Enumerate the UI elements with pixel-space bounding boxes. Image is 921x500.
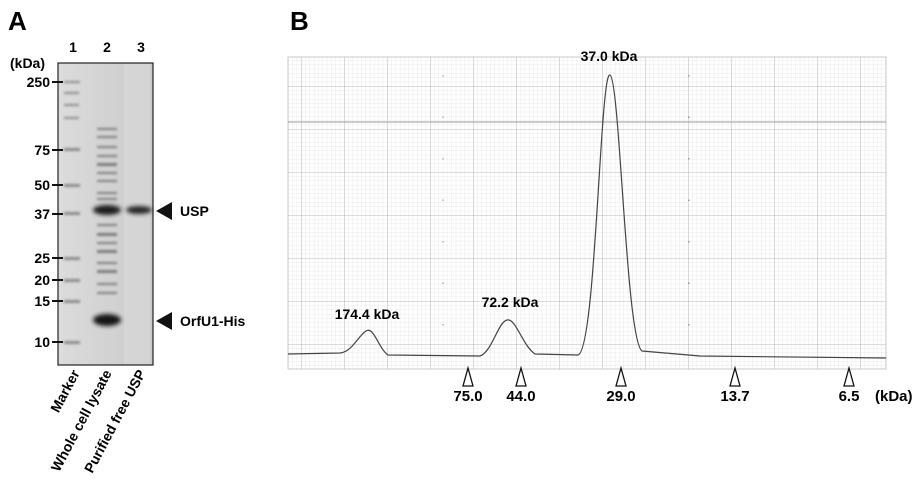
peak-label-174: 174.4 kDa [335, 306, 400, 322]
svg-text:6.5: 6.5 [839, 388, 860, 405]
svg-text:44.0: 44.0 [506, 388, 535, 405]
open-triangle-icon [729, 365, 741, 387]
peak-label-72: 72.2 kDa [482, 294, 539, 310]
gel-image [57, 62, 154, 366]
panel-a-letter: A [8, 6, 27, 36]
standard-13.7: 13.7 [720, 365, 750, 405]
tick-25: 25 [34, 250, 63, 266]
svg-text:37: 37 [34, 206, 50, 222]
lane-name-lysate: Whole cell lysate [48, 367, 115, 474]
svg-text:20: 20 [34, 272, 50, 288]
svg-text:10: 10 [34, 334, 50, 350]
standard-unit: (kDa) [875, 388, 913, 405]
usp-arrow: USP [156, 202, 209, 220]
tick-10: 10 [34, 334, 63, 350]
open-triangle-icon [615, 365, 627, 387]
tick-37: 37 [34, 206, 63, 222]
svg-text:50: 50 [34, 177, 50, 193]
svg-text:15: 15 [34, 293, 50, 309]
tick-50: 50 [34, 177, 63, 193]
standard-6.5: 6.5 [839, 365, 860, 405]
tick-20: 20 [34, 272, 63, 288]
svg-text:75: 75 [34, 142, 50, 158]
open-triangle-icon [462, 365, 474, 387]
left-triangle-icon [156, 202, 172, 220]
lane-name-marker: Marker [47, 366, 83, 415]
open-triangle-icon [843, 365, 855, 387]
lane-number-1: 1 [69, 39, 77, 55]
tick-75: 75 [34, 142, 63, 158]
standard-29: 29.0 [606, 365, 636, 405]
standard-markers: 75.0 44.0 29.0 13.7 6.5 (kDa) [453, 365, 913, 405]
svg-text:13.7: 13.7 [720, 388, 749, 405]
lane-number-3: 3 [137, 39, 145, 55]
open-triangle-icon [515, 365, 527, 387]
standard-75: 75.0 [453, 365, 483, 405]
marker-scale: 250 75 50 37 25 20 15 10 [27, 74, 63, 350]
svg-text:25: 25 [34, 250, 50, 266]
svg-text:250: 250 [27, 74, 51, 90]
usp-label: USP [180, 203, 209, 219]
tick-250: 250 [27, 74, 63, 90]
chromatogram-paper [287, 56, 887, 370]
svg-text:29.0: 29.0 [606, 388, 635, 405]
orfu1-arrow: OrfU1-His [156, 312, 246, 330]
lane-number-2: 2 [103, 39, 111, 55]
lane-numbers: 1 2 3 [69, 39, 145, 55]
standard-44: 44.0 [506, 365, 536, 405]
chromatogram-trace [287, 74, 887, 359]
left-triangle-icon [156, 312, 172, 330]
peak-label-37: 37.0 kDa [581, 48, 638, 64]
orfu1-label: OrfU1-His [180, 313, 246, 329]
svg-text:75.0: 75.0 [453, 388, 482, 405]
kda-unit-label: (kDa) [10, 55, 45, 71]
tick-15: 15 [34, 293, 63, 309]
panel-b-letter: B [290, 6, 309, 36]
